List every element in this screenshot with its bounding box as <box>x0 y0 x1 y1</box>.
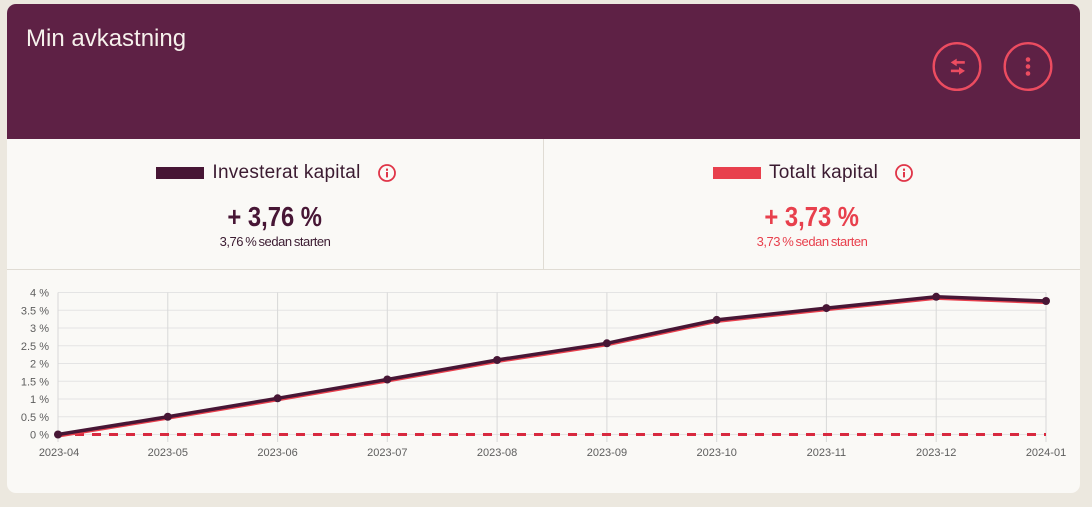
svg-text:2 %: 2 % <box>30 359 49 371</box>
svg-text:4 %: 4 % <box>30 288 49 300</box>
svg-text:2023-04: 2023-04 <box>39 447 79 459</box>
svg-text:2023-05: 2023-05 <box>148 447 188 459</box>
svg-text:2.5 %: 2.5 % <box>21 341 49 353</box>
svg-text:3.5 %: 3.5 % <box>21 305 49 317</box>
svg-text:1 %: 1 % <box>30 394 49 406</box>
svg-text:3 %: 3 % <box>30 323 49 335</box>
svg-text:2023-12: 2023-12 <box>916 447 956 459</box>
svg-text:0.5 %: 0.5 % <box>21 412 49 424</box>
svg-text:2024-01: 2024-01 <box>1026 447 1066 459</box>
svg-text:2023-06: 2023-06 <box>257 447 297 459</box>
svg-text:2023-07: 2023-07 <box>367 447 407 459</box>
svg-text:0 %: 0 % <box>30 430 49 442</box>
svg-text:2023-08: 2023-08 <box>477 447 517 459</box>
svg-text:2023-09: 2023-09 <box>587 447 627 459</box>
svg-text:1.5 %: 1.5 % <box>21 376 49 388</box>
svg-text:2023-11: 2023-11 <box>807 447 847 459</box>
svg-text:2023-10: 2023-10 <box>697 447 737 459</box>
